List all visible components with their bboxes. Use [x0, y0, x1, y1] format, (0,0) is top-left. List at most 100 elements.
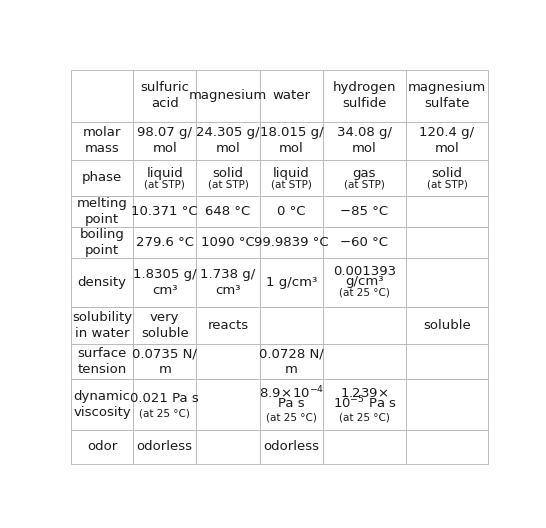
Bar — [406, 70, 488, 122]
Bar — [72, 227, 133, 258]
Bar — [323, 344, 406, 379]
Text: 0.0728 N/
m: 0.0728 N/ m — [259, 347, 324, 376]
Text: (at 25 °C): (at 25 °C) — [339, 288, 390, 298]
Text: 24.305 g/
mol: 24.305 g/ mol — [197, 126, 260, 155]
Text: dynamic
viscosity: dynamic viscosity — [73, 390, 131, 419]
Text: 0.001393: 0.001393 — [333, 265, 396, 278]
Text: $8.9\!\times\!10^{-4}$: $8.9\!\times\!10^{-4}$ — [259, 385, 324, 401]
Bar — [197, 70, 260, 122]
Bar — [323, 122, 406, 159]
Text: odor: odor — [87, 440, 117, 454]
Bar — [260, 70, 323, 122]
Text: 98.07 g/
mol: 98.07 g/ mol — [137, 126, 192, 155]
Text: 18.015 g/
mol: 18.015 g/ mol — [260, 126, 323, 155]
Text: g/cm³: g/cm³ — [345, 275, 384, 288]
Bar — [406, 430, 488, 464]
Text: reacts: reacts — [207, 319, 248, 332]
Bar — [197, 122, 260, 159]
Text: phase: phase — [82, 171, 122, 184]
Text: Pa s: Pa s — [278, 397, 305, 410]
Bar — [72, 379, 133, 430]
Text: boiling
point: boiling point — [80, 228, 124, 257]
Bar — [323, 258, 406, 307]
Text: soluble: soluble — [423, 319, 471, 332]
Bar — [323, 159, 406, 195]
Text: 279.6 °C: 279.6 °C — [136, 235, 194, 249]
Text: (at STP): (at STP) — [207, 179, 248, 189]
Text: surface
tension: surface tension — [78, 347, 127, 376]
Bar — [133, 307, 197, 344]
Text: 1090 °C: 1090 °C — [201, 235, 255, 249]
Text: sulfuric
acid: sulfuric acid — [140, 81, 189, 110]
Bar — [133, 344, 197, 379]
Bar — [406, 227, 488, 258]
Bar — [260, 122, 323, 159]
Bar — [197, 430, 260, 464]
Bar — [133, 258, 197, 307]
Bar — [260, 227, 323, 258]
Bar — [133, 195, 197, 227]
Bar — [260, 379, 323, 430]
Text: (at STP): (at STP) — [271, 179, 312, 189]
Bar — [406, 195, 488, 227]
Bar — [323, 307, 406, 344]
Text: $10^{-5}$ Pa s: $10^{-5}$ Pa s — [333, 395, 396, 412]
Bar — [72, 195, 133, 227]
Bar — [133, 430, 197, 464]
Text: 1 g/cm³: 1 g/cm³ — [266, 276, 317, 289]
Bar — [72, 344, 133, 379]
Bar — [406, 159, 488, 195]
Bar — [133, 379, 197, 430]
Text: gas: gas — [353, 167, 376, 180]
Bar — [72, 70, 133, 122]
Bar — [197, 195, 260, 227]
Text: −85 °C: −85 °C — [340, 205, 389, 218]
Bar — [406, 258, 488, 307]
Bar — [406, 122, 488, 159]
Text: liquid: liquid — [273, 167, 310, 180]
Bar — [197, 258, 260, 307]
Bar — [323, 195, 406, 227]
Text: 10.371 °C: 10.371 °C — [132, 205, 198, 218]
Bar — [133, 70, 197, 122]
Text: (at 25 °C): (at 25 °C) — [139, 409, 190, 419]
Text: −60 °C: −60 °C — [341, 235, 388, 249]
Bar — [323, 227, 406, 258]
Bar — [72, 307, 133, 344]
Text: 99.9839 °C: 99.9839 °C — [254, 235, 329, 249]
Text: magnesium: magnesium — [189, 89, 267, 102]
Bar — [133, 122, 197, 159]
Text: (at STP): (at STP) — [344, 179, 385, 189]
Text: 648 °C: 648 °C — [205, 205, 251, 218]
Bar — [406, 379, 488, 430]
Bar — [197, 227, 260, 258]
Text: hydrogen
sulfide: hydrogen sulfide — [333, 81, 396, 110]
Bar — [133, 227, 197, 258]
Bar — [72, 430, 133, 464]
Text: odorless: odorless — [264, 440, 319, 454]
Text: melting
point: melting point — [77, 196, 128, 225]
Text: (at 25 °C): (at 25 °C) — [266, 412, 317, 422]
Bar — [133, 159, 197, 195]
Bar — [72, 122, 133, 159]
Text: 34.08 g/
mol: 34.08 g/ mol — [337, 126, 392, 155]
Bar — [260, 159, 323, 195]
Text: 0.0735 N/
m: 0.0735 N/ m — [132, 347, 197, 376]
Bar — [406, 344, 488, 379]
Text: liquid: liquid — [146, 167, 183, 180]
Text: $1.239\!\times$: $1.239\!\times$ — [340, 386, 389, 400]
Text: (at 25 °C): (at 25 °C) — [339, 412, 390, 422]
Text: 0.021 Pa s: 0.021 Pa s — [130, 392, 199, 404]
Text: 120.4 g/
mol: 120.4 g/ mol — [419, 126, 474, 155]
Text: molar
mass: molar mass — [83, 126, 121, 155]
Text: odorless: odorless — [136, 440, 193, 454]
Bar — [260, 344, 323, 379]
Bar — [260, 258, 323, 307]
Text: (at STP): (at STP) — [426, 179, 467, 189]
Text: 1.8305 g/
cm³: 1.8305 g/ cm³ — [133, 268, 197, 297]
Bar — [260, 430, 323, 464]
Bar — [323, 70, 406, 122]
Text: solid: solid — [431, 167, 462, 180]
Bar — [260, 307, 323, 344]
Bar — [323, 430, 406, 464]
